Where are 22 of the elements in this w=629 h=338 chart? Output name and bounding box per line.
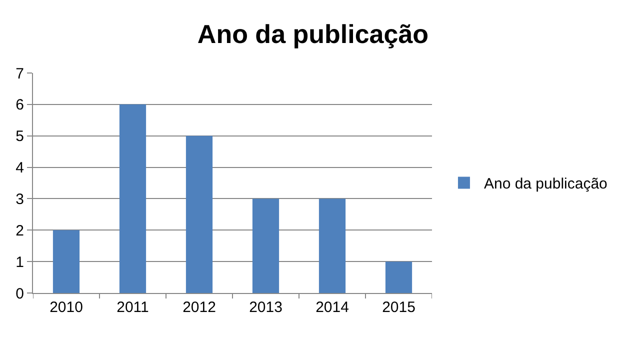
chart-title: Ano da publicação [197, 18, 429, 49]
y-tick-label: 3 [16, 190, 24, 208]
x-tick-label: 2010 [50, 299, 83, 316]
y-tick-label: 4 [16, 160, 24, 177]
x-tick-label: 2013 [249, 299, 282, 316]
y-tick-label: 6 [16, 96, 24, 114]
bar [252, 198, 280, 293]
bar [186, 136, 213, 293]
y-tick-label: 5 [16, 128, 24, 146]
x-tick-label: 2011 [116, 299, 149, 316]
x-tick-label: 2012 [182, 299, 216, 316]
bar [318, 198, 346, 293]
y-tick-label: 1 [16, 254, 24, 271]
y-tick-label: 0 [16, 285, 24, 302]
bar [52, 230, 80, 293]
x-tick-label: 2015 [382, 299, 416, 316]
y-tick-label: 7 [16, 65, 24, 82]
y-tick-label: 2 [16, 222, 24, 240]
bar [385, 262, 412, 293]
legend-label: Ano da publicação [484, 176, 608, 193]
x-tick-label: 2014 [316, 299, 349, 316]
bar [119, 104, 146, 293]
